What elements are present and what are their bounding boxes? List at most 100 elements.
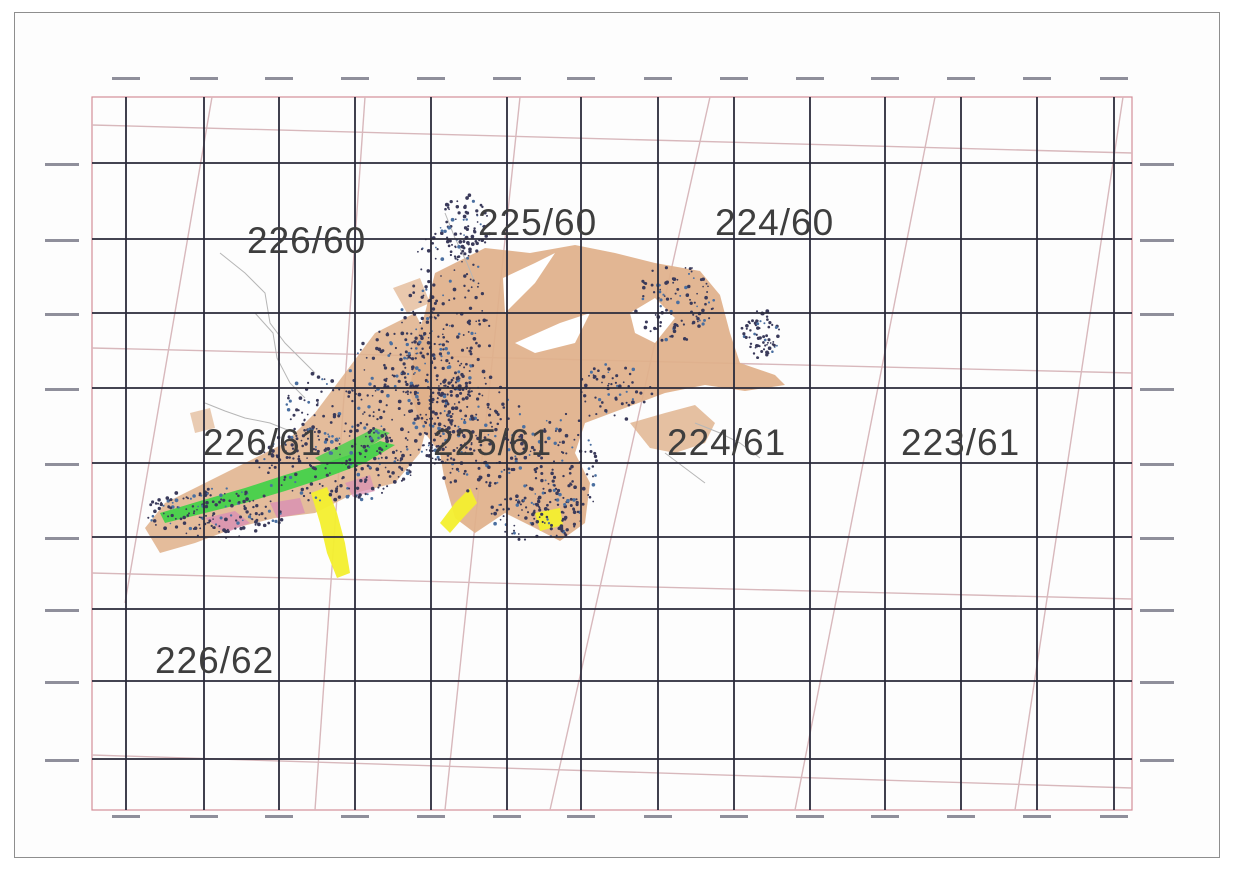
map-point bbox=[425, 432, 429, 436]
map-point bbox=[435, 378, 439, 381]
map-point bbox=[364, 478, 368, 482]
map-point bbox=[379, 415, 383, 420]
map-point bbox=[494, 434, 497, 438]
map-point bbox=[607, 371, 610, 374]
map-point bbox=[449, 481, 453, 484]
map-point bbox=[438, 352, 443, 356]
map-point bbox=[523, 484, 527, 488]
map-point bbox=[470, 417, 475, 421]
map-point bbox=[696, 316, 700, 321]
map-point bbox=[378, 451, 382, 454]
map-point bbox=[447, 414, 450, 417]
map-point bbox=[302, 494, 306, 498]
map-point bbox=[676, 278, 679, 281]
map-point bbox=[475, 209, 479, 213]
map-point bbox=[488, 375, 493, 380]
map-point bbox=[476, 265, 480, 269]
tick-mark-right bbox=[1140, 681, 1174, 684]
map-point bbox=[493, 511, 497, 516]
map-point bbox=[225, 487, 228, 490]
map-point bbox=[301, 434, 306, 438]
map-point bbox=[290, 436, 294, 439]
map-point bbox=[442, 432, 445, 436]
map-point bbox=[249, 513, 252, 516]
land-cover-tan-east bbox=[630, 405, 715, 453]
map-point bbox=[157, 502, 160, 505]
map-point bbox=[185, 532, 188, 535]
map-point bbox=[592, 500, 595, 503]
map-point bbox=[457, 244, 461, 249]
map-point bbox=[372, 415, 375, 418]
map-point bbox=[407, 398, 411, 403]
map-point bbox=[771, 323, 774, 327]
map-point bbox=[273, 465, 277, 469]
map-point bbox=[468, 369, 471, 373]
tick-mark-bottom bbox=[190, 815, 218, 818]
tick-mark-left bbox=[45, 759, 79, 762]
map-point bbox=[247, 515, 252, 519]
map-point bbox=[507, 448, 511, 452]
map-point bbox=[468, 376, 472, 380]
map-point bbox=[369, 428, 373, 433]
map-point bbox=[472, 263, 475, 267]
map-point bbox=[564, 433, 569, 438]
map-point bbox=[591, 475, 595, 478]
map-point bbox=[539, 465, 543, 469]
map-point bbox=[457, 332, 461, 336]
map-point bbox=[452, 449, 456, 452]
map-point bbox=[405, 471, 410, 476]
map-point bbox=[287, 396, 290, 400]
map-point bbox=[303, 428, 306, 432]
map-point bbox=[363, 411, 366, 414]
map-point bbox=[622, 381, 625, 384]
map-point bbox=[323, 378, 326, 380]
map-point bbox=[345, 459, 348, 463]
map-point bbox=[328, 492, 333, 497]
map-point bbox=[478, 475, 483, 480]
map-point bbox=[561, 440, 565, 444]
map-point bbox=[549, 527, 553, 531]
map-point bbox=[205, 500, 209, 505]
map-point bbox=[411, 367, 414, 371]
map-point bbox=[443, 229, 447, 234]
map-point bbox=[470, 286, 473, 289]
map-point bbox=[486, 402, 490, 407]
map-point bbox=[604, 363, 608, 366]
map-point bbox=[311, 425, 315, 429]
tick-mark-top bbox=[567, 77, 595, 80]
map-point bbox=[497, 474, 502, 479]
map-point bbox=[400, 467, 404, 471]
map-point bbox=[604, 409, 608, 413]
tick-mark-left bbox=[45, 163, 79, 166]
map-point bbox=[486, 473, 491, 478]
map-point bbox=[400, 331, 405, 336]
map-point bbox=[348, 487, 351, 490]
map-point bbox=[435, 246, 437, 249]
map-point bbox=[288, 399, 292, 403]
map-point bbox=[382, 487, 385, 490]
map-point bbox=[470, 331, 474, 335]
map-point bbox=[557, 526, 561, 531]
map-point bbox=[413, 340, 417, 344]
map-point bbox=[470, 442, 473, 444]
map-point bbox=[516, 500, 521, 504]
map-point bbox=[456, 335, 460, 339]
map-point bbox=[426, 352, 430, 356]
map-point bbox=[254, 512, 258, 516]
map-point bbox=[555, 498, 560, 502]
map-point bbox=[295, 449, 299, 453]
map-point bbox=[304, 442, 308, 446]
map-point bbox=[554, 429, 557, 433]
map-point bbox=[431, 457, 434, 460]
map-point bbox=[453, 297, 456, 300]
map-point bbox=[260, 512, 264, 516]
tick-mark-right bbox=[1140, 388, 1174, 391]
map-point bbox=[219, 493, 223, 498]
map-point bbox=[461, 388, 465, 391]
map-point bbox=[546, 503, 549, 507]
map-point bbox=[749, 345, 752, 349]
map-point bbox=[625, 390, 628, 393]
map-point bbox=[398, 465, 401, 469]
map-point bbox=[400, 450, 402, 453]
map-point bbox=[351, 389, 354, 392]
